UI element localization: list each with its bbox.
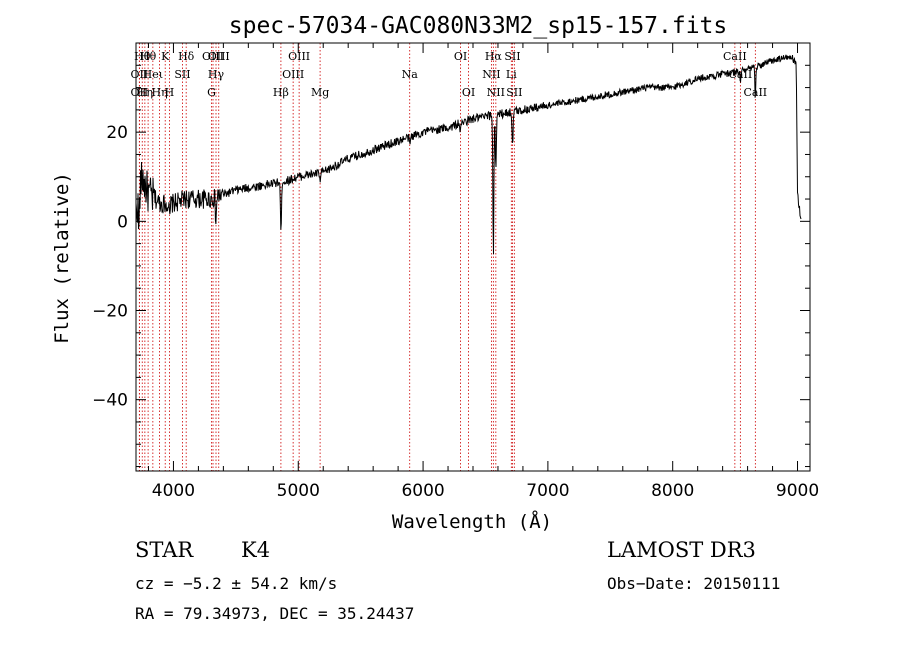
- spectrum-series: [135, 54, 802, 255]
- y-tick-label: −20: [92, 302, 128, 322]
- object-subclass: K4: [241, 538, 271, 562]
- x-tick-label: 9000: [776, 481, 819, 501]
- survey-name: LAMOST DR3: [607, 538, 756, 562]
- line-marker-label-28: CaII: [723, 50, 747, 63]
- line-marker-label-12: OIII: [202, 50, 224, 63]
- line-marker-label-27: SII: [506, 86, 522, 99]
- line-marker-label-9: SII: [174, 68, 190, 81]
- line-marker-label-6: Hη: [151, 86, 167, 99]
- axes: 4000 5000 6000 7000 8000 9000 −40 −20 0 20: [92, 42, 819, 501]
- y-tick-label: 0: [117, 212, 128, 232]
- x-tick-label: 6000: [401, 481, 444, 501]
- line-marker-label-23: Hα: [485, 50, 503, 63]
- line-marker-label-13: Hγ: [208, 68, 225, 81]
- y-axis-label: Flux (relative): [51, 172, 73, 344]
- line-marker-label-14: OIII: [208, 50, 230, 63]
- line-markers: OII OII Hθ Hη Hθ Heι Hη K H SII Hδ G OIII Hγ OIII Hβ OII…: [131, 43, 767, 471]
- obs-date: Obs−Date: 20150111: [607, 574, 781, 593]
- line-marker-label-10: Hδ: [178, 50, 195, 63]
- x-tick-label: 5000: [277, 481, 320, 501]
- line-marker-label-4: Hθ: [140, 50, 157, 63]
- line-marker-label-2: Hθ: [134, 50, 151, 63]
- line-marker-label-11: G: [207, 86, 216, 99]
- plot-frame: [135, 42, 811, 472]
- cz-value: cz = −5.2 ± 54.2 km/s: [135, 574, 338, 593]
- x-tick-label: 7000: [526, 481, 569, 501]
- line-marker-label-5: Heι: [143, 68, 163, 81]
- line-marker-label-3: Hη: [137, 86, 153, 99]
- line-marker-label-0: OII: [131, 68, 149, 81]
- line-marker-label-22: NII: [482, 68, 500, 81]
- line-marker-label-7: K: [161, 50, 170, 63]
- line-marker-label-20: OI: [454, 50, 467, 63]
- object-class: STAR: [135, 538, 194, 562]
- x-tick-label: 4000: [152, 481, 195, 501]
- spectrum-line: [135, 54, 802, 255]
- line-marker-label-17: OIII: [288, 50, 310, 63]
- line-marker-label-21: OI: [462, 86, 475, 99]
- line-marker-label-25: Li: [506, 68, 517, 81]
- y-tick-label: −40: [92, 391, 128, 411]
- line-marker-label-19: Na: [402, 68, 419, 81]
- y-tick-label: 20: [106, 123, 128, 143]
- ra-dec: RA = 79.34973, DEC = 35.24437: [135, 604, 415, 623]
- line-marker-label-8: H: [165, 86, 175, 99]
- x-tick-label: 8000: [651, 481, 694, 501]
- line-marker-label-16: OIII: [282, 68, 304, 81]
- chart-title: spec-57034-GAC080N33M2_sp15-157.fits: [229, 13, 728, 39]
- line-marker-label-24: NII: [487, 86, 505, 99]
- line-marker-label-26: SII: [504, 50, 520, 63]
- line-marker-label-18: Mg: [311, 86, 329, 99]
- line-marker-label-15: Hβ: [273, 86, 289, 99]
- x-axis-label: Wavelength (Å): [392, 510, 552, 533]
- line-marker-label-1: OII: [131, 86, 149, 99]
